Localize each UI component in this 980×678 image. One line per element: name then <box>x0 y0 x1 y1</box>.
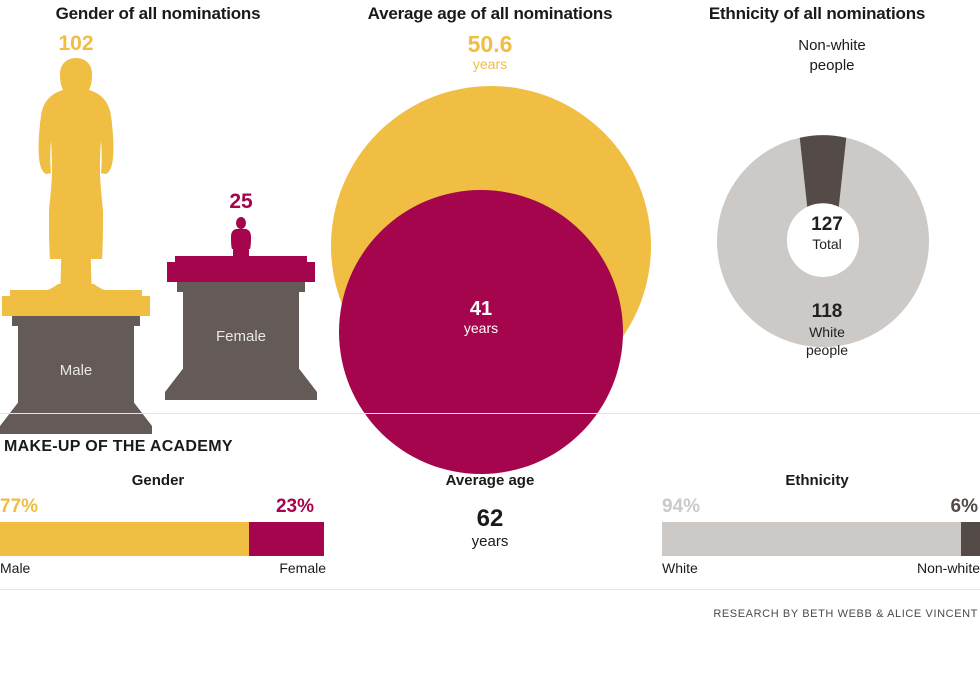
academy-average-age-unit-bottom: years <box>471 533 509 550</box>
academy-ethnicity-white-category: White <box>662 560 698 576</box>
academy-makeup-heading: MAKE-UP OF THE ACADEMY <box>4 438 233 455</box>
male-pedestal: Male <box>0 316 152 434</box>
academy-average-age-callout-bottom: 62 years <box>326 505 654 551</box>
female-pedestal-cap <box>177 282 305 292</box>
female-category-label: Female <box>215 328 267 345</box>
academy-ethnicity-title: Ethnicity <box>785 472 849 489</box>
academy-ethnicity-white-pct: 94% <box>662 496 701 517</box>
nonwhite-caption-line1: Non-white <box>798 37 866 54</box>
academy-average-age-callout: 50.6 years <box>326 32 654 73</box>
male-plate-lip <box>10 290 142 297</box>
gender-nominations-panel: Gender of all nominations 102 <box>0 0 326 434</box>
nonwhite-count-label: 9 <box>822 118 832 137</box>
ethnicity-nominations-panel: Ethnicity of all nominations Non-white p… <box>654 0 980 414</box>
white-people-label-line1: White <box>809 324 845 340</box>
academy-gender-male-pct: 77% <box>0 496 39 517</box>
section-divider-bottom <box>0 589 980 590</box>
academy-average-age-unit: years <box>472 56 508 72</box>
age-panel-title: Average age of all nominations <box>367 4 613 23</box>
average-age-nominations-panel: Average age of all nominations 50.6 year… <box>326 0 654 474</box>
section-divider-top <box>0 413 980 414</box>
academy-ethnicity-nonwhite-segment <box>960 522 980 556</box>
female-plate <box>167 262 315 282</box>
male-pedestal-body <box>18 324 134 404</box>
ethnicity-donut-chart <box>717 135 929 347</box>
academy-ethnicity-white-segment <box>662 522 961 556</box>
outer-age-circle: 41 years <box>331 86 651 474</box>
academy-ethnicity-stacked-bar <box>662 522 980 556</box>
nominations-average-age-unit: years <box>463 320 499 336</box>
female-plate-lip <box>175 256 307 263</box>
academy-ethnicity-nonwhite-category: Non-white <box>916 560 980 576</box>
academy-gender-male-category: Male <box>0 560 31 576</box>
nominations-section: Gender of all nominations 102 <box>0 0 980 474</box>
nominations-average-age-value: 41 <box>469 298 493 320</box>
academy-gender-female-segment <box>249 522 324 556</box>
nominations-average-age-callout: 41 years <box>339 298 623 337</box>
male-pedestal-base <box>0 400 152 434</box>
nonwhite-caption: Non-white people <box>742 36 922 76</box>
academy-average-age-number: 62 <box>476 505 504 532</box>
female-pedestal-body <box>183 290 299 370</box>
academy-average-age-title: Average age <box>445 472 535 489</box>
gender-panel-title: Gender of all nominations <box>55 4 261 23</box>
nonwhite-caption-line2: people <box>809 57 855 74</box>
ethnicity-panel-title: Ethnicity of all nominations <box>708 4 926 23</box>
academy-average-age-value: 50.6 <box>467 31 513 57</box>
academy-makeup-section: MAKE-UP OF THE ACADEMY Gender 77% 23% Ma… <box>0 416 980 678</box>
total-count-label: Total <box>812 236 842 252</box>
white-people-callout: 118 White people <box>777 300 877 359</box>
academy-gender-title: Gender <box>131 472 185 489</box>
white-people-label-line2: people <box>805 342 849 358</box>
female-count-label: 25 <box>229 190 253 213</box>
white-people-count-value: 118 <box>811 301 843 322</box>
male-count-label: 102 <box>58 32 94 55</box>
female-pedestal: Female <box>165 282 317 400</box>
academy-gender-stacked-bar <box>0 522 324 556</box>
male-statue-group: 102 Male <box>0 32 152 434</box>
donut-center-hole <box>787 205 859 277</box>
female-statue-group: 25 Female <box>165 190 317 402</box>
oscar-statue-male-icon <box>38 58 114 296</box>
academy-gender-male-segment <box>0 522 250 556</box>
male-category-label: Male <box>59 362 93 379</box>
donut-slice-nonwhite-people <box>799 135 847 207</box>
male-pedestal-cap <box>12 316 140 326</box>
donut-slice-white-people <box>717 137 929 347</box>
donut-total-callout: 127 Total <box>787 214 867 253</box>
inner-age-circle: 41 years <box>339 190 623 474</box>
academy-gender-female-pct: 23% <box>275 496 314 517</box>
research-credit: RESEARCH BY BETH WEBB & ALICE VINCENT <box>713 608 978 620</box>
academy-ethnicity-nonwhite-pct: 6% <box>950 496 978 517</box>
total-count-value: 127 <box>811 214 843 235</box>
male-plate <box>2 296 150 316</box>
female-pedestal-base <box>165 366 317 400</box>
academy-gender-female-category: Female <box>279 560 326 576</box>
